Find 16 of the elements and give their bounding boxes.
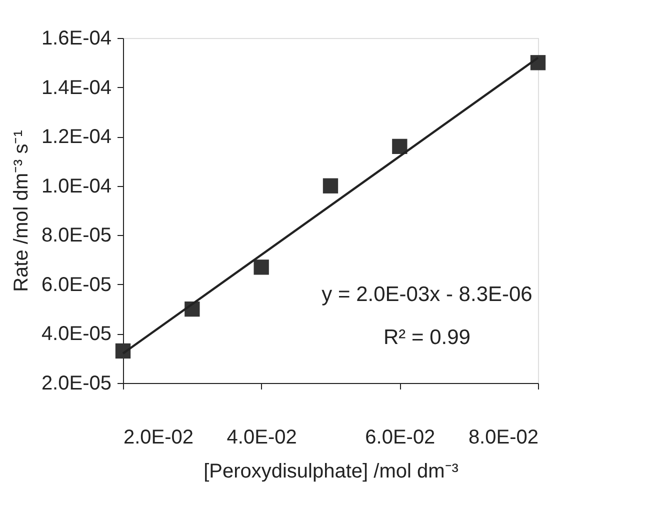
y-tick-label: 2.0E-05 bbox=[41, 372, 112, 394]
y-tick-label: 1.6E-04 bbox=[41, 28, 112, 50]
y-tick-label: 8.0E-05 bbox=[41, 224, 112, 247]
y-axis-title: Rate /mol dm⁻³ s⁻¹ bbox=[10, 130, 32, 292]
x-tick-label: 4.0E-02 bbox=[226, 426, 297, 448]
annotation: y = 2.0E-03x - 8.3E-06 bbox=[322, 283, 532, 306]
x-tick-label: 8.0E-02 bbox=[468, 426, 538, 448]
y-tick-label: 1.4E-04 bbox=[41, 76, 112, 99]
y-tick-label: 6.0E-05 bbox=[41, 274, 112, 296]
y-tick-label: 4.0E-05 bbox=[41, 323, 112, 346]
annotation: R² = 0.99 bbox=[384, 326, 470, 349]
x-tick-label: 6.0E-02 bbox=[365, 426, 436, 448]
x-axis-title: [Peroxydisulphate] /mol dm⁻³ bbox=[204, 460, 459, 482]
x-tick-label: 2.0E-02 bbox=[124, 426, 194, 448]
y-tick-label: 1.2E-04 bbox=[41, 126, 112, 148]
y-tick-label: 1.0E-04 bbox=[41, 175, 112, 198]
